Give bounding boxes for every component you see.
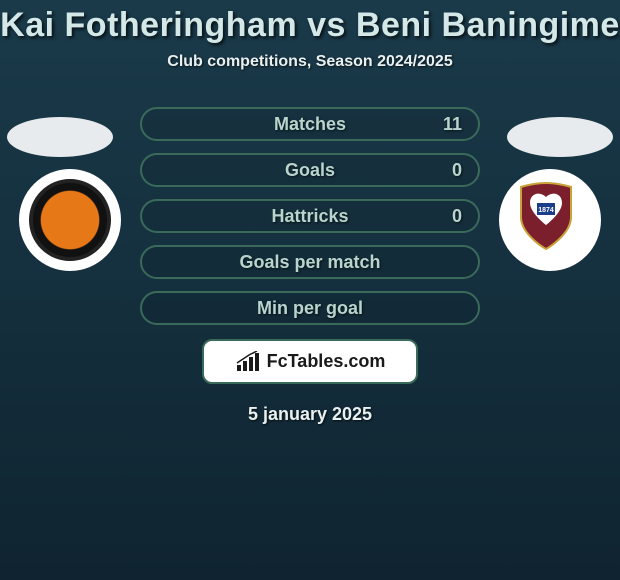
stat-row-min-per-goal: Min per goal [140, 291, 480, 325]
stat-label: Goals [285, 160, 335, 181]
stat-value-right: 0 [452, 160, 462, 181]
stat-row-goals: Goals 0 [140, 153, 480, 187]
page-subtitle: Club competitions, Season 2024/2025 [0, 53, 620, 71]
hearts-crest-icon: 1874 [513, 179, 587, 261]
stats-column: Matches 11 Goals 0 Hattricks 0 Goals per… [140, 107, 480, 325]
branding-text: FcTables.com [267, 351, 386, 372]
player-right-ellipse [507, 117, 613, 157]
club-badge-left [19, 169, 121, 271]
date-label: 5 january 2025 [0, 404, 620, 425]
page-title: Kai Fotheringham vs Beni Baningime [0, 6, 620, 45]
stat-label: Min per goal [257, 298, 363, 319]
stat-label: Hattricks [271, 206, 348, 227]
stat-label: Goals per match [239, 252, 380, 273]
header: Kai Fotheringham vs Beni Baningime Club … [0, 0, 620, 71]
dundee-united-crest-icon [29, 179, 111, 261]
svg-text:1874: 1874 [538, 207, 554, 214]
comparison-layout: 1874 Matches 11 Goals 0 Hattricks 0 Goal… [0, 107, 620, 425]
chart-icon [235, 351, 261, 373]
stat-value-right: 11 [443, 114, 462, 135]
stat-label: Matches [274, 114, 346, 135]
stat-row-matches: Matches 11 [140, 107, 480, 141]
stat-row-goals-per-match: Goals per match [140, 245, 480, 279]
player-left-ellipse [7, 117, 113, 157]
club-badge-right: 1874 [499, 169, 601, 271]
stat-value-right: 0 [452, 206, 462, 227]
branding-box: FcTables.com [202, 339, 418, 384]
stat-row-hattricks: Hattricks 0 [140, 199, 480, 233]
